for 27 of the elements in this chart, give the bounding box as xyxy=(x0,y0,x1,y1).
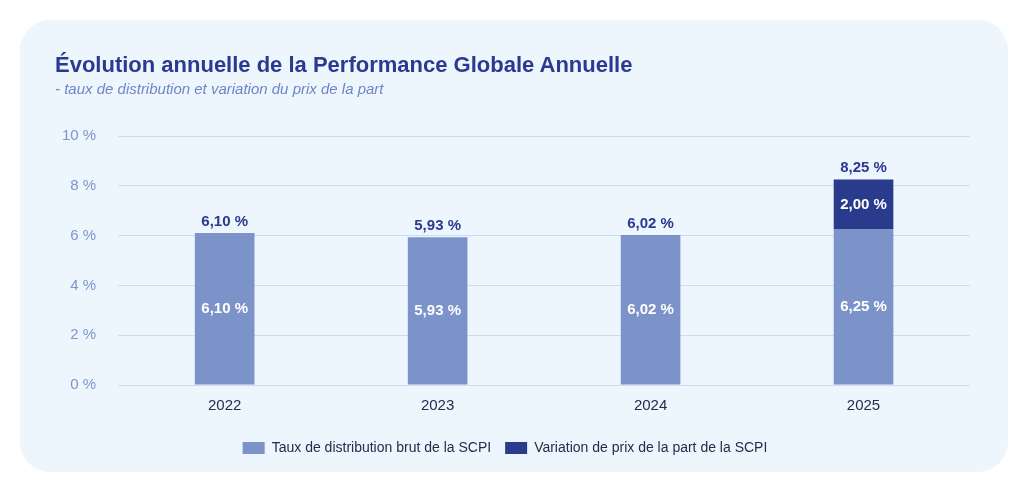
x-tick-label: 2022 xyxy=(207,396,242,414)
data-label: 6,10 % xyxy=(201,298,249,316)
chart-subtitle: - taux de distribution et variation du prix de la part xyxy=(55,80,384,97)
data-label: 5,93 % xyxy=(414,301,461,319)
data-label: 6,25 % xyxy=(840,297,887,315)
y-tick-label: 4 % xyxy=(70,275,97,293)
total-label: 6,02 % xyxy=(627,213,674,231)
x-tick-label: 2023 xyxy=(420,396,455,414)
y-tick-label: 2 % xyxy=(70,325,97,343)
chart-title: Évolution annuelle de la Performance Globale Annuelle xyxy=(55,52,633,78)
legend-label: Taux de distribution brut de la SCPI xyxy=(271,438,492,455)
y-tick-label: 0 % xyxy=(70,375,97,393)
bar xyxy=(833,229,894,385)
legend-label: Variation de prix de la part de la SCPI xyxy=(534,438,768,455)
y-tick-label: 6 % xyxy=(70,225,97,243)
x-tick-label: 2024 xyxy=(633,396,668,414)
data-label: 2,00 % xyxy=(840,194,887,212)
total-label: 8,25 % xyxy=(840,158,887,176)
data-label: 6,02 % xyxy=(627,299,674,317)
total-label: 5,93 % xyxy=(414,215,461,233)
bar xyxy=(194,233,255,385)
y-tick-label: 8 % xyxy=(70,175,97,193)
x-tick-label: 2025 xyxy=(846,396,881,414)
total-label: 6,10 % xyxy=(201,211,249,229)
bar xyxy=(620,235,681,385)
y-tick-label: 10 % xyxy=(61,126,97,144)
bar xyxy=(407,237,468,385)
